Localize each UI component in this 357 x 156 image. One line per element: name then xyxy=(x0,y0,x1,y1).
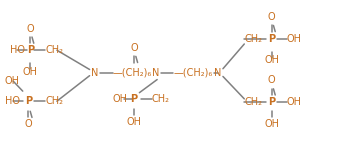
Text: O: O xyxy=(130,43,138,53)
Text: N: N xyxy=(214,68,221,78)
Text: CH₂: CH₂ xyxy=(244,34,262,44)
Text: P: P xyxy=(25,96,32,106)
Text: OH: OH xyxy=(126,117,141,127)
Text: O: O xyxy=(268,75,276,85)
Text: CH₂: CH₂ xyxy=(45,96,63,106)
Text: CH₂: CH₂ xyxy=(45,45,63,55)
Text: N: N xyxy=(91,68,99,78)
Text: OH: OH xyxy=(287,34,302,44)
Text: OH: OH xyxy=(5,76,20,86)
Text: OH: OH xyxy=(287,97,302,107)
Text: P: P xyxy=(27,45,34,55)
Text: —(CH₂)₆: —(CH₂)₆ xyxy=(173,68,212,78)
Text: HO: HO xyxy=(5,96,20,106)
Text: O: O xyxy=(26,24,34,34)
Text: OH: OH xyxy=(23,67,38,77)
Text: O: O xyxy=(268,12,276,22)
Text: O: O xyxy=(25,119,32,129)
Text: P: P xyxy=(268,34,275,44)
Text: CH₂: CH₂ xyxy=(244,97,262,107)
Text: OH: OH xyxy=(264,55,279,65)
Text: —(CH₂)₆: —(CH₂)₆ xyxy=(113,68,152,78)
Text: P: P xyxy=(131,94,137,104)
Text: OH: OH xyxy=(113,94,128,104)
Text: HO: HO xyxy=(10,45,25,55)
Text: P: P xyxy=(268,97,275,107)
Text: CH₂: CH₂ xyxy=(152,94,170,104)
Text: OH: OH xyxy=(264,119,279,129)
Text: N: N xyxy=(152,68,159,78)
